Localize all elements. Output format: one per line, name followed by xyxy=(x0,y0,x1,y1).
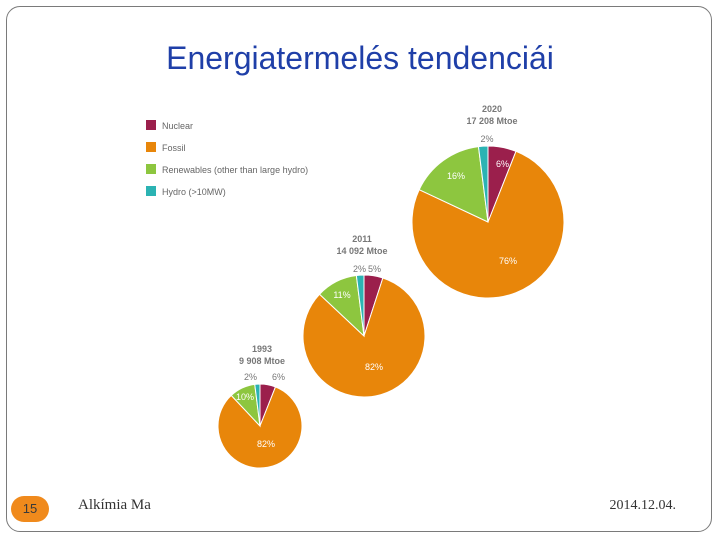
legend-label: Renewables (other than large hydro) xyxy=(162,165,308,175)
pie-year-1993: 1993 xyxy=(252,344,272,354)
pie-2020-label-nuclear: 6% xyxy=(496,159,509,169)
pie-1993-label-fossil: 82% xyxy=(257,439,275,449)
slide-frame xyxy=(6,6,712,532)
legend-label: Hydro (>10MW) xyxy=(162,187,226,197)
pie-total-1993: 9 908 Mtoe xyxy=(239,356,285,366)
pie-1993-label-hydro: 2% xyxy=(244,372,257,382)
footer-date: 2014.12.04. xyxy=(609,498,677,513)
legend-label: Fossil xyxy=(162,143,186,153)
pie-2020-slice-hydro xyxy=(477,145,489,223)
pie-total-2011: 14 092 Mtoe xyxy=(336,246,387,256)
pie-1993-slice-fossil xyxy=(217,386,303,469)
pie-total-2020: 17 208 Mtoe xyxy=(466,116,517,126)
pie-2011-slice-hydro xyxy=(355,274,365,337)
pie-1993-slice-hydro xyxy=(254,383,261,427)
legend-label: Nuclear xyxy=(162,121,193,131)
pie-1993-label-nuclear: 6% xyxy=(272,372,285,382)
pie-2011-label-fossil: 82% xyxy=(365,362,383,372)
pie-2020-label-hydro: 2% xyxy=(480,134,493,144)
pie-2011-label-renewables: 11% xyxy=(333,290,350,300)
pie-2011-label-hydro: 2% xyxy=(353,264,366,274)
pie-2020-label-renewables: 16% xyxy=(447,171,465,181)
footer-presentation-name: Alkímia Ma xyxy=(78,497,151,513)
legend-swatch-renewables xyxy=(146,164,156,174)
legend-swatch-fossil xyxy=(146,142,156,152)
pie-1993-label-renewables: 10% xyxy=(236,392,254,402)
pie-2020-label-fossil: 76% xyxy=(499,256,517,266)
pie-2020-slice-fossil xyxy=(411,150,565,299)
pie-year-2011: 2011 xyxy=(352,234,372,244)
pie-2011-label-nuclear: 5% xyxy=(368,264,381,274)
slide-title: Energiatermelés tendenciái xyxy=(166,40,554,76)
pie-year-2020: 2020 xyxy=(482,104,502,114)
legend-swatch-nuclear xyxy=(146,120,156,130)
page-number-badge: 15 xyxy=(11,496,49,522)
legend-swatch-hydro xyxy=(146,186,156,196)
pie-2020-slice-renewables xyxy=(418,146,489,223)
